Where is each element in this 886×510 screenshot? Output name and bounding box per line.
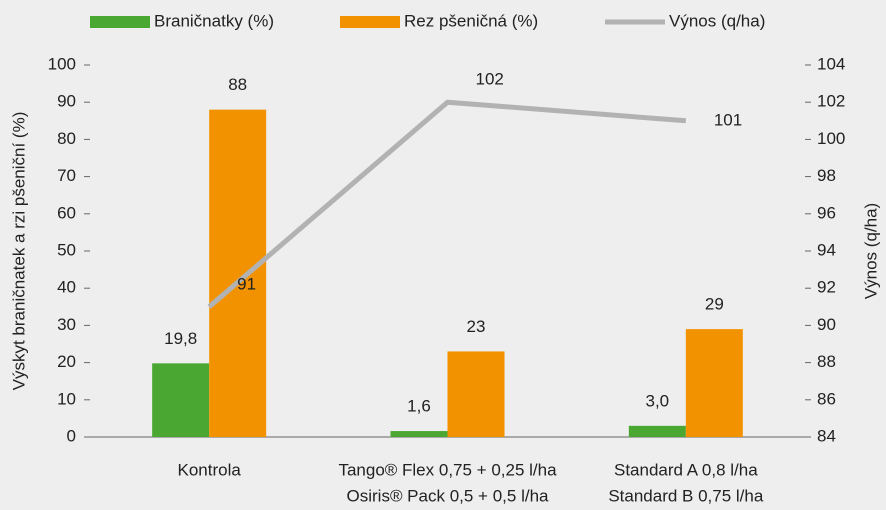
bar: [209, 109, 267, 437]
y-tick-label: 40: [57, 278, 76, 297]
y2-tick-label: 94: [817, 240, 836, 259]
y2-tick-label: 104: [817, 54, 845, 73]
bar: [628, 425, 686, 437]
y2-tick-label: 92: [817, 278, 836, 297]
y-tick-label: 0: [67, 426, 76, 445]
x-tick-label: Osiris® Pack 0,5 + 0,5 l/ha: [347, 486, 550, 505]
bar-value-label: 23: [467, 317, 486, 336]
line-value-label: 101: [714, 110, 742, 129]
x-tick-label: Kontrola: [178, 460, 242, 479]
bar: [685, 329, 743, 437]
y2-tick-label: 96: [817, 203, 836, 222]
y2-tick-label: 98: [817, 166, 836, 185]
bar: [390, 431, 448, 437]
legend-label: Rez pšeničná (%): [404, 11, 538, 30]
bar-value-label: 3,0: [646, 391, 670, 410]
y2-tick-label: 102: [817, 92, 845, 111]
bar-value-label: 88: [228, 75, 247, 94]
y-axis-title: Výskyt braničnatek a rzi pšeniční (%): [9, 112, 28, 391]
line-value-label: 102: [476, 70, 504, 89]
x-tick-label: Standard B 0,75 l/ha: [608, 486, 764, 505]
legend-swatch: [90, 16, 150, 28]
legend-label: Braničnatky (%): [154, 11, 274, 30]
y2-tick-label: 100: [817, 129, 845, 148]
x-tick-label: Tango® Flex 0,75 + 0,25 l/ha: [338, 460, 557, 479]
y2-tick-label: 88: [817, 352, 836, 371]
y-tick-label: 100: [48, 54, 76, 73]
bar-value-label: 1,6: [407, 397, 431, 416]
bar: [152, 363, 210, 437]
y-tick-label: 50: [57, 240, 76, 259]
y-tick-label: 60: [57, 203, 76, 222]
legend-swatch: [340, 16, 400, 28]
y2-tick-label: 90: [817, 315, 836, 334]
y-tick-label: 90: [57, 92, 76, 111]
bar: [447, 351, 505, 437]
y-tick-label: 20: [57, 352, 76, 371]
y2-tick-label: 84: [817, 426, 836, 445]
legend-label: Výnos (q/ha): [669, 11, 765, 30]
y-tick-label: 30: [57, 315, 76, 334]
y-tick-label: 10: [57, 389, 76, 408]
line: [207, 99, 687, 309]
y-tick-label: 70: [57, 166, 76, 185]
line-value-label: 91: [237, 274, 256, 293]
y2-tick-label: 86: [817, 389, 836, 408]
y-tick-label: 80: [57, 129, 76, 148]
bar-value-label: 19,8: [164, 329, 197, 348]
y2-axis-title: Výnos (q/ha): [861, 203, 880, 299]
x-tick-label: Standard A 0,8 l/ha: [614, 460, 758, 479]
bar-value-label: 29: [705, 295, 724, 314]
